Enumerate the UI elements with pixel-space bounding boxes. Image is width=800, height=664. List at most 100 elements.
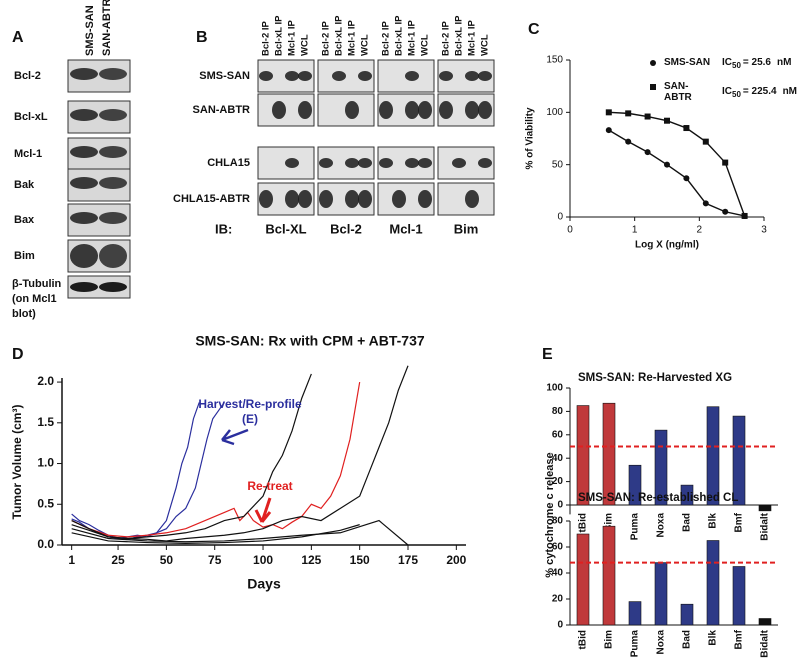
data-point — [722, 208, 729, 215]
blot-band — [99, 212, 127, 224]
y-tick-label: 20 — [552, 594, 564, 605]
data-point — [625, 110, 632, 117]
data-point — [625, 138, 632, 145]
x-tick-label: 150 — [350, 553, 370, 567]
blot-band — [465, 101, 479, 119]
y-tick-label: 1.5 — [37, 415, 54, 429]
data-point — [702, 138, 709, 145]
data-point — [605, 109, 612, 116]
column-label: Bcl-xL IP — [454, 15, 465, 56]
arrow — [254, 497, 272, 523]
x-tick-label: 0 — [567, 225, 573, 236]
x-tick-label: 125 — [301, 553, 321, 567]
growth-line — [71, 519, 409, 546]
data-point — [650, 60, 656, 66]
y-tick-label: 80 — [552, 516, 564, 527]
group-label: Mcl-1 — [389, 221, 422, 236]
bar — [576, 405, 590, 506]
group-label: Bcl-XL — [265, 221, 306, 236]
blot-band — [285, 190, 299, 208]
y-tick-label: 60 — [552, 429, 564, 440]
blot-band — [99, 244, 127, 268]
note-unit: nM — [777, 57, 792, 68]
blot-band — [478, 101, 492, 119]
blot-band — [358, 158, 372, 168]
x-tick-label: 1 — [68, 553, 75, 567]
blot-band — [478, 158, 492, 168]
column-label: WCL — [420, 34, 431, 56]
x-tick-label: 200 — [446, 553, 466, 567]
note-sub: 50 — [732, 90, 741, 99]
bar — [680, 603, 694, 626]
column-label: WCL — [300, 34, 311, 56]
legend-note: IC50 = 25.6 nM — [722, 57, 791, 71]
panel-label: B — [196, 29, 208, 46]
column-label: Bcl-xL IP — [394, 15, 405, 56]
blot-band — [332, 71, 346, 81]
y-tick-label: 0.5 — [37, 496, 54, 510]
blot-band — [392, 190, 406, 208]
blot-band — [345, 101, 359, 119]
legend-label: SMS-SAN — [664, 57, 711, 68]
x-tick-label: Bmf — [734, 629, 745, 649]
blot-band — [272, 101, 286, 119]
x-tick-label: 175 — [398, 553, 418, 567]
annotation: Re-treat — [247, 479, 292, 493]
blot-band — [418, 158, 432, 168]
bar — [680, 484, 694, 506]
blot-band — [418, 101, 432, 119]
row-label: Bcl-2 — [14, 70, 41, 82]
panel-label: C — [528, 21, 540, 38]
column-label: WCL — [480, 34, 491, 56]
y-tick-label: 100 — [546, 107, 563, 118]
row-label: Bim — [14, 250, 35, 262]
x-tick-label: 100 — [253, 553, 273, 567]
bar — [732, 415, 746, 506]
growth-line — [71, 402, 200, 540]
blot-band — [465, 190, 479, 208]
blot-band — [405, 158, 419, 168]
column-label: SAN-ABTR — [101, 0, 113, 56]
x-axis-label: Days — [247, 576, 281, 592]
data-point — [722, 159, 729, 166]
blot-band — [345, 158, 359, 168]
annotation: Harvest/Re-profile — [198, 397, 302, 411]
bar — [602, 525, 616, 626]
growth-line — [71, 365, 409, 542]
legend-label: SAN-ABTR — [664, 81, 692, 103]
column-label: Bcl-2 IP — [441, 20, 452, 56]
note-text: = 225.4 — [742, 86, 777, 97]
blot-band — [70, 68, 98, 80]
row-label: Mcl-1 — [14, 148, 42, 160]
growth-line — [71, 381, 361, 538]
y-tick-label: 150 — [546, 55, 563, 66]
column-label: Bcl-2 IP — [381, 20, 392, 56]
row-label: SMS-SAN — [199, 70, 250, 82]
annotation: (E) — [242, 412, 258, 426]
bar — [602, 402, 616, 506]
x-tick-label: Bad — [682, 630, 693, 649]
blot-band — [70, 177, 98, 189]
blot-band — [478, 71, 492, 81]
blot-band — [298, 190, 312, 208]
blot-band — [70, 212, 98, 224]
blot-frame — [257, 146, 315, 180]
data-point — [664, 161, 670, 168]
note-unit: nM — [782, 86, 798, 97]
bar — [628, 464, 642, 506]
bar — [576, 533, 590, 626]
x-tick-label: 1 — [632, 225, 638, 236]
blot-band — [99, 109, 127, 121]
chart-title: SMS-SAN: Re-established CL — [578, 492, 738, 504]
row-label: CHLA15 — [207, 157, 250, 169]
data-point — [664, 117, 670, 124]
row-label: Bcl-xL — [14, 111, 48, 123]
ib-label: IB: — [215, 221, 232, 236]
row-label: SAN-ABTR — [193, 104, 250, 116]
row-label: CHLA15-ABTR — [173, 193, 250, 205]
data-point — [644, 113, 651, 120]
blot-band — [99, 68, 127, 80]
fit-curve — [608, 111, 746, 217]
column-label: Mcl-1 IP — [287, 19, 298, 56]
